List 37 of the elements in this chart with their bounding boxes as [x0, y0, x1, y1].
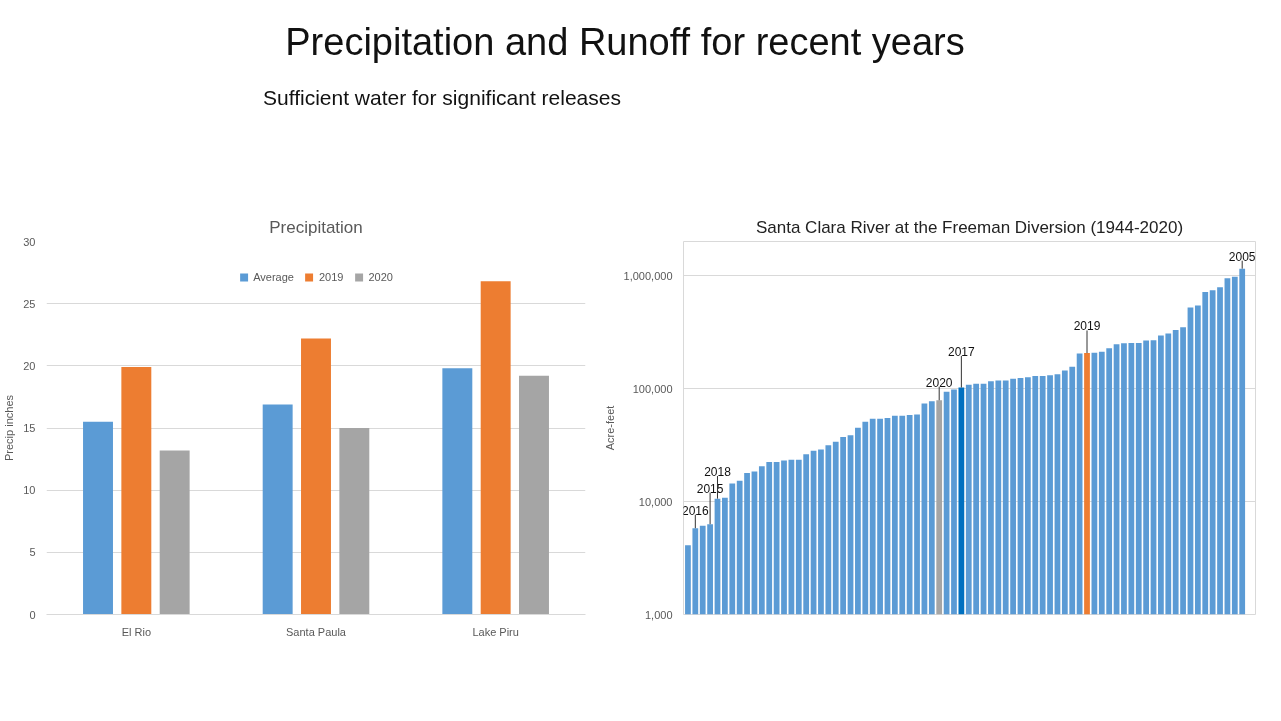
bar	[339, 428, 370, 615]
text: Sufficient water for significant releases	[263, 85, 622, 112]
bar	[121, 367, 152, 615]
bar	[159, 450, 190, 615]
y-tick-label: 0	[29, 608, 36, 621]
x-tick-label: Lake Piru	[472, 625, 519, 638]
y-tick-label: 30	[23, 235, 36, 248]
y-tick-label: 100,000	[632, 382, 673, 395]
y-tick-label: 25	[23, 297, 36, 310]
y-tick-label: 10,000	[638, 495, 673, 508]
y-tick-label: 15	[23, 422, 36, 434]
annotation: 2020	[925, 375, 953, 390]
bar	[480, 281, 511, 615]
legend-label: 2020	[368, 271, 393, 283]
chart-title: Santa Clara River at the Freeman Diversion (1944-2020)	[755, 217, 1184, 237]
bar	[519, 375, 549, 615]
bar	[262, 404, 293, 615]
y-tick-label: 10	[23, 484, 36, 497]
x-tick-label: Santa Paula	[286, 625, 347, 638]
bar	[83, 421, 113, 615]
chart-title: Precipitation	[269, 217, 363, 237]
legend-label: 2019	[318, 271, 344, 283]
y-tick-label: 5	[29, 546, 36, 559]
y-tick-label: 1,000,000	[623, 269, 673, 282]
x-tick-label: El Rio	[121, 625, 152, 638]
legend-label: Average	[253, 271, 294, 283]
annotation: 2005	[1228, 249, 1256, 264]
y-axis-title: Precip inches	[3, 394, 16, 462]
annotation: 2017	[948, 344, 976, 359]
annotation: 2018	[704, 465, 732, 480]
annotation: 2019	[1073, 319, 1101, 334]
bar	[301, 338, 331, 615]
y-tick-label: 20	[23, 359, 36, 372]
y-tick-label: 1,000	[644, 608, 673, 621]
text: Precipitation and Runoff for recent years	[284, 20, 966, 65]
bar	[442, 368, 473, 615]
y-axis-title: Acre-feet	[603, 405, 616, 451]
